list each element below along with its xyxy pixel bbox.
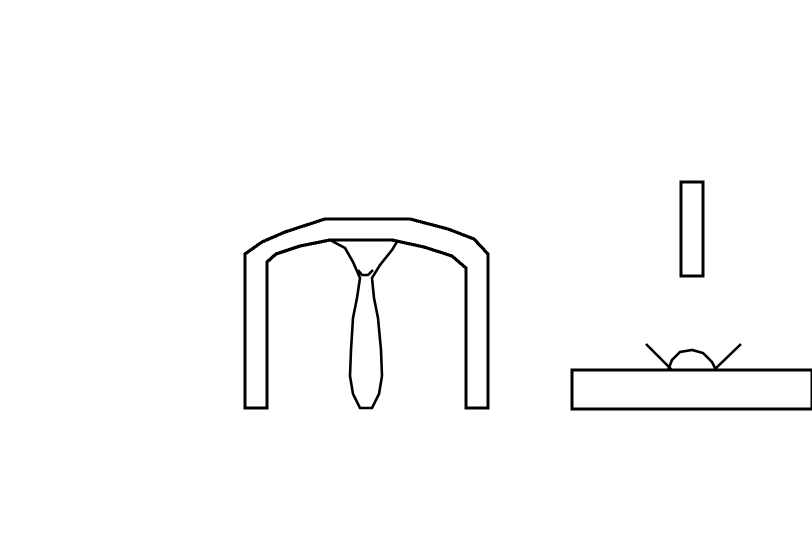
splash-on-platform-icon [570, 343, 812, 411]
falling-bar-icon [679, 180, 705, 278]
splash-right-line [713, 343, 742, 371]
bar-outline [679, 180, 705, 278]
arch-outline [243, 217, 490, 410]
drip-stem-line [356, 269, 374, 277]
splash-left-line [645, 343, 673, 371]
platform-outline [570, 368, 812, 411]
drip-outline [329, 238, 400, 410]
arch-with-drip-icon [243, 217, 490, 410]
splash-dome [666, 348, 718, 371]
